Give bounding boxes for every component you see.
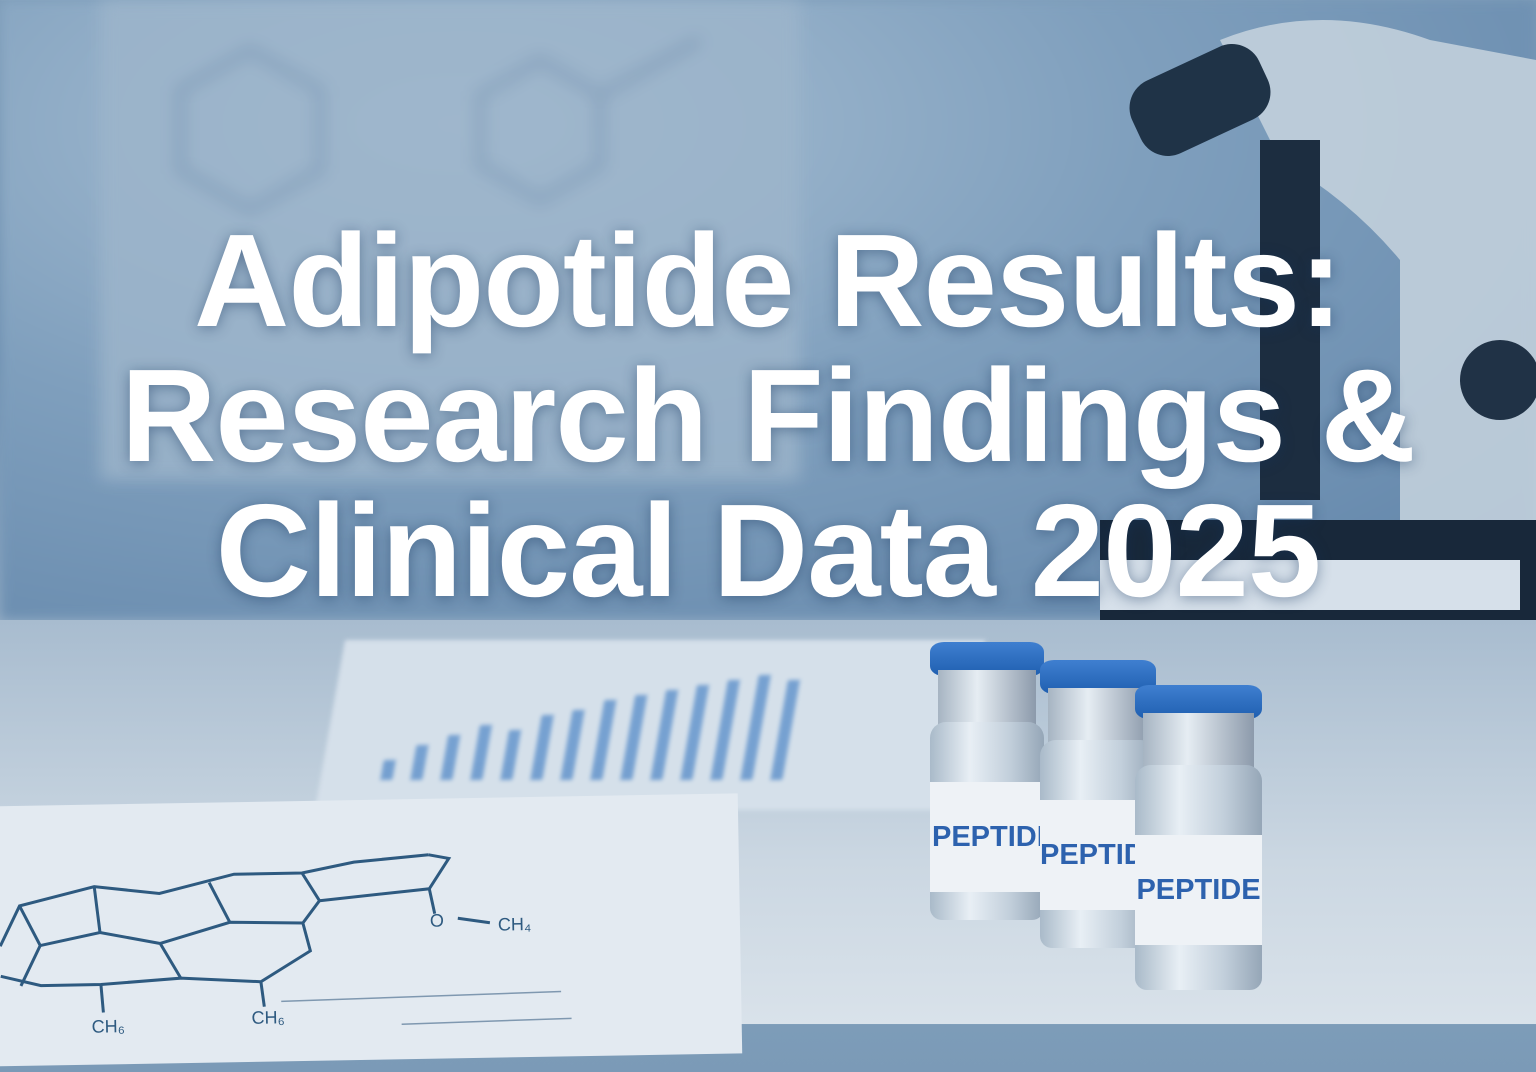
molecule-structure: CH₆ CH₆ O CH₄ bbox=[0, 853, 572, 1037]
vial-label: PEPTIDE bbox=[932, 820, 1044, 853]
vial-3: PEPTIDE bbox=[1135, 685, 1262, 990]
molecule-label-o: O bbox=[430, 911, 444, 931]
chart-printout bbox=[315, 640, 985, 810]
vial-1: PEPTIDE bbox=[930, 642, 1044, 920]
blurred-molecule-poster bbox=[100, 0, 800, 480]
molecule-label-ch4: CH₄ bbox=[498, 914, 532, 935]
chart-printout-bars bbox=[380, 675, 800, 780]
vial-label: PEPTIDE bbox=[1136, 873, 1261, 906]
title-line-1: Adipotide Results: bbox=[193, 207, 1343, 354]
title-line-2: Research Findings & bbox=[121, 342, 1416, 489]
molecule-label-ch-a: CH₆ bbox=[91, 1016, 125, 1037]
molecule-label-ch-b: CH₆ bbox=[251, 1007, 285, 1028]
title-line-3: Clinical Data 2025 bbox=[215, 477, 1322, 624]
poster-molecule-graphic bbox=[175, 35, 703, 216]
molecule-printout: CH₆ CH₆ O CH₄ bbox=[0, 793, 743, 1067]
